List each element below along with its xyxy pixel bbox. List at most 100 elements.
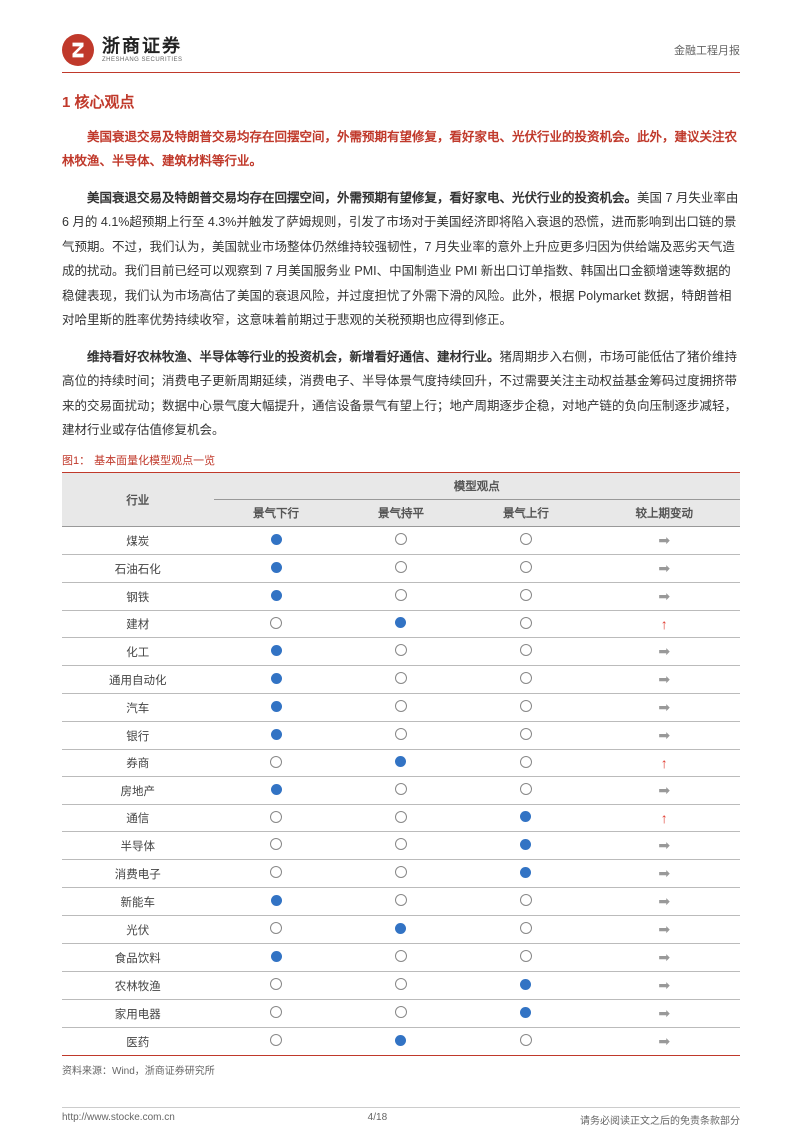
dot-empty-icon	[520, 950, 532, 962]
dot-empty-icon	[520, 561, 532, 573]
dot-empty-icon	[270, 756, 282, 768]
table-cell	[463, 722, 588, 750]
table-cell	[339, 750, 464, 777]
dot-empty-icon	[520, 756, 532, 768]
row-label: 建材	[62, 611, 214, 638]
arrow-up-icon: ↑	[661, 810, 668, 826]
dot-filled-icon	[271, 673, 282, 684]
dot-filled-icon	[395, 617, 406, 628]
dot-filled-icon	[395, 756, 406, 767]
th-col: 景气下行	[214, 500, 339, 527]
arrow-up-icon: ↑	[661, 755, 668, 771]
table-cell	[214, 722, 339, 750]
table-row: 光伏➡	[62, 916, 740, 944]
dot-filled-icon	[520, 867, 531, 878]
table-cell	[463, 972, 588, 1000]
table-row: 通用自动化➡	[62, 666, 740, 694]
dot-filled-icon	[395, 923, 406, 934]
row-label: 农林牧渔	[62, 972, 214, 1000]
figure-title: 图1：基本面量化模型观点一览	[62, 452, 740, 468]
arrow-flat-icon: ➡	[658, 865, 670, 881]
dot-filled-icon	[271, 590, 282, 601]
table-cell	[214, 888, 339, 916]
table-cell	[339, 611, 464, 638]
table-cell	[214, 666, 339, 694]
dot-empty-icon	[270, 811, 282, 823]
table-row: 农林牧渔 ➡	[62, 972, 740, 1000]
dot-empty-icon	[270, 922, 282, 934]
table-row: 医药➡	[62, 1028, 740, 1056]
table-cell	[214, 527, 339, 555]
dot-empty-icon	[270, 866, 282, 878]
dot-empty-icon	[395, 533, 407, 545]
table-cell: ➡	[588, 1028, 740, 1056]
logo-icon	[62, 34, 94, 66]
table-cell	[339, 916, 464, 944]
dot-empty-icon	[395, 866, 407, 878]
header-right-text: 金融工程月报	[674, 42, 740, 58]
dot-filled-icon	[271, 534, 282, 545]
table-cell	[463, 944, 588, 972]
dot-empty-icon	[520, 700, 532, 712]
table-cell: ➡	[588, 1000, 740, 1028]
dot-empty-icon	[395, 672, 407, 684]
table-row: 券商↑	[62, 750, 740, 777]
table-row: 房地产➡	[62, 777, 740, 805]
table-cell	[463, 750, 588, 777]
dot-empty-icon	[395, 950, 407, 962]
row-label: 半导体	[62, 832, 214, 860]
model-table: 行业 模型观点 景气下行景气持平景气上行较上期变动 煤炭➡石油石化➡钢铁➡建材↑…	[62, 472, 740, 1056]
arrow-flat-icon: ➡	[658, 1005, 670, 1021]
row-label: 银行	[62, 722, 214, 750]
paragraph-2: 维持看好农林牧渔、半导体等行业的投资机会，新增看好通信、建材行业。猪周期步入右侧…	[62, 345, 740, 443]
dot-filled-icon	[271, 729, 282, 740]
table-cell: ↑	[588, 805, 740, 832]
dot-filled-icon	[520, 1007, 531, 1018]
table-cell	[339, 666, 464, 694]
dot-empty-icon	[270, 1006, 282, 1018]
logo-text-cn: 浙商证券	[102, 37, 183, 55]
table-cell: ➡	[588, 666, 740, 694]
table-cell: ➡	[588, 972, 740, 1000]
table-cell	[463, 666, 588, 694]
table-cell: ➡	[588, 944, 740, 972]
table-cell	[214, 916, 339, 944]
th-model: 模型观点	[214, 473, 740, 500]
dot-empty-icon	[520, 644, 532, 656]
logo-block: 浙商证券 ZHESHANG SECURITIES	[62, 34, 183, 66]
table-cell	[339, 1028, 464, 1056]
dot-empty-icon	[395, 811, 407, 823]
table-row: 石油石化➡	[62, 555, 740, 583]
arrow-flat-icon: ➡	[658, 560, 670, 576]
dot-empty-icon	[395, 728, 407, 740]
figure-label: 图1：	[62, 455, 90, 467]
table-cell	[214, 944, 339, 972]
table-cell	[214, 750, 339, 777]
table-row: 化工➡	[62, 638, 740, 666]
dot-empty-icon	[270, 838, 282, 850]
row-label: 光伏	[62, 916, 214, 944]
dot-empty-icon	[395, 589, 407, 601]
table-cell	[214, 1000, 339, 1028]
paragraph-1: 美国衰退交易及特朗普交易均存在回摆空间，外需预期有望修复，看好家电、光伏行业的投…	[62, 186, 740, 332]
dot-filled-icon	[271, 784, 282, 795]
arrow-flat-icon: ➡	[658, 782, 670, 798]
footer-left: http://www.stocke.com.cn	[62, 1112, 175, 1127]
table-cell	[463, 860, 588, 888]
arrow-flat-icon: ➡	[658, 1033, 670, 1049]
dot-filled-icon	[520, 839, 531, 850]
dot-empty-icon	[395, 783, 407, 795]
table-cell	[463, 1028, 588, 1056]
table-cell	[463, 555, 588, 583]
dot-filled-icon	[271, 951, 282, 962]
table-cell	[214, 860, 339, 888]
dot-empty-icon	[520, 922, 532, 934]
table-cell	[463, 611, 588, 638]
table-row: 半导体➡	[62, 832, 740, 860]
table-cell	[463, 1000, 588, 1028]
table-cell: ↑	[588, 750, 740, 777]
table-row: 银行➡	[62, 722, 740, 750]
table-cell: ➡	[588, 583, 740, 611]
table-cell	[214, 777, 339, 805]
table-cell: ➡	[588, 860, 740, 888]
